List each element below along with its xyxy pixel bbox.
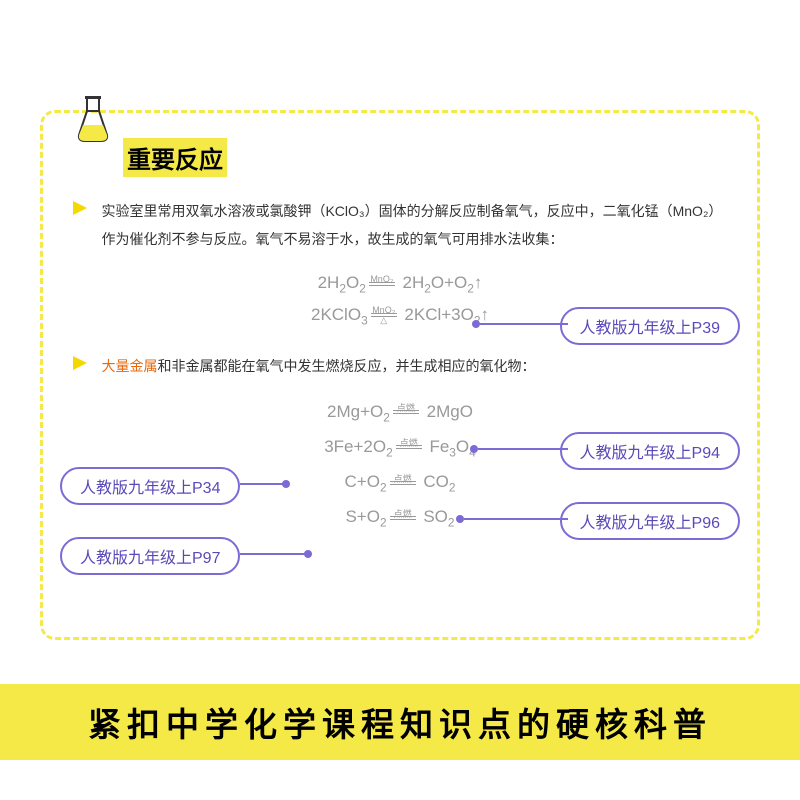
equation-h2o2: 2H2O2MnO₂ 2H2O+O2↑: [73, 268, 727, 300]
flask-icon: [73, 95, 113, 145]
section-1: 实验室里常用双氧水溶液或氯酸钾（KClO₃）固体的分解反应制备氧气，反应中，二氧…: [73, 197, 727, 253]
tag-p94: 人教版九年级上P94: [560, 432, 740, 470]
section2-text: 大量金属和非金属都能在氧气中发生燃烧反应，并生成相应的氧化物：: [101, 352, 725, 380]
section1-text: 实验室里常用双氧水溶液或氯酸钾（KClO₃）固体的分解反应制备氧气，反应中，二氧…: [101, 197, 725, 253]
connector-line: [240, 553, 306, 555]
title-row: 重要反应: [123, 138, 727, 177]
section-2: 大量金属和非金属都能在氧气中发生燃烧反应，并生成相应的氧化物：: [73, 352, 727, 380]
tag-p34: 人教版九年级上P34: [60, 467, 240, 505]
connector-line: [480, 323, 568, 325]
arrow-icon: [73, 356, 87, 370]
tag-p96: 人教版九年级上P96: [560, 502, 740, 540]
connector-dot: [456, 515, 464, 523]
tag-p39: 人教版九年级上P39: [560, 307, 740, 345]
connector-line: [464, 518, 568, 520]
connector-dot: [470, 445, 478, 453]
footer-text: 紧扣中学化学课程知识点的硬核科普: [0, 698, 800, 746]
arrow-icon: [73, 201, 87, 215]
connector-line: [240, 483, 284, 485]
footer-banner: 紧扣中学化学课程知识点的硬核科普: [0, 684, 800, 760]
card-title: 重要反应: [123, 138, 227, 177]
connector-line: [478, 448, 568, 450]
tag-p97: 人教版九年级上P97: [60, 537, 240, 575]
equation-mg: 2Mg+O2点燃 2MgO: [73, 395, 727, 430]
connector-dot: [472, 320, 480, 328]
